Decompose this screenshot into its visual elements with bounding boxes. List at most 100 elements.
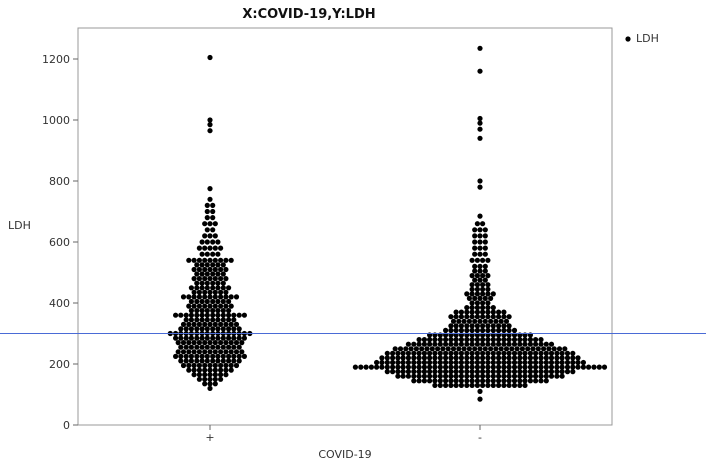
data-point <box>210 285 216 291</box>
data-point <box>474 378 480 384</box>
data-point <box>220 353 226 359</box>
data-point <box>226 344 232 350</box>
data-point <box>443 355 449 361</box>
data-point <box>543 378 549 384</box>
data-point <box>405 373 411 379</box>
data-point <box>490 291 496 297</box>
data-point <box>490 369 496 375</box>
data-point <box>488 346 494 352</box>
data-point <box>477 318 483 324</box>
data-point <box>527 341 534 347</box>
data-point <box>411 373 417 379</box>
data-point <box>514 346 520 352</box>
data-point <box>464 359 470 366</box>
data-point <box>427 337 433 343</box>
data-point <box>469 364 475 370</box>
data-point <box>527 359 534 366</box>
data-point <box>538 350 544 356</box>
data-point <box>496 341 502 347</box>
data-point <box>477 233 483 239</box>
data-point <box>411 364 417 370</box>
data-point <box>218 245 224 251</box>
data-point <box>480 364 486 370</box>
data-point <box>509 346 515 352</box>
data-point <box>199 358 205 364</box>
y-tick-label: 0 <box>63 419 70 432</box>
data-point <box>498 346 504 352</box>
data-point <box>437 355 443 361</box>
data-point <box>482 318 488 324</box>
data-point <box>405 350 411 356</box>
data-point <box>204 312 210 318</box>
data-point <box>204 335 210 341</box>
data-point <box>427 350 433 356</box>
data-point <box>199 285 205 291</box>
data-point <box>548 369 555 375</box>
data-point <box>490 337 496 343</box>
data-point <box>207 362 213 369</box>
data-point <box>202 221 208 227</box>
data-point <box>474 305 480 311</box>
data-point <box>210 215 216 221</box>
data-point <box>511 341 518 347</box>
data-point <box>421 359 427 366</box>
data-point <box>443 364 449 370</box>
data-point <box>215 326 221 332</box>
data-point <box>448 382 454 388</box>
data-point <box>215 312 221 318</box>
data-point <box>535 346 541 352</box>
y-axis-label: LDH <box>8 219 31 232</box>
data-point <box>517 373 523 379</box>
data-point <box>485 359 491 366</box>
data-point <box>530 346 536 352</box>
data-point <box>199 317 205 323</box>
data-point <box>390 359 396 366</box>
data-point <box>204 239 210 245</box>
data-point <box>241 353 247 359</box>
data-point <box>464 364 470 370</box>
data-point <box>220 326 226 332</box>
data-point <box>215 251 221 257</box>
data-point <box>485 378 491 384</box>
data-point <box>437 373 443 379</box>
data-point <box>477 120 483 126</box>
data-point <box>501 382 507 388</box>
data-point <box>374 359 380 366</box>
data-point <box>472 277 478 283</box>
data-point <box>215 262 221 268</box>
data-point <box>395 350 401 356</box>
data-point <box>548 359 555 366</box>
data-point <box>496 309 502 315</box>
data-point <box>421 373 427 379</box>
data-point <box>210 326 216 332</box>
data-point <box>506 341 512 347</box>
y-tick-label: 1000 <box>42 114 70 127</box>
data-point <box>485 291 491 297</box>
data-point <box>405 364 411 370</box>
data-point <box>199 344 205 350</box>
data-point <box>390 369 396 375</box>
data-point <box>390 350 396 356</box>
data-point <box>421 337 427 343</box>
data-point <box>204 317 210 323</box>
data-point <box>212 257 218 263</box>
data-point <box>199 262 205 268</box>
data-point <box>464 373 470 379</box>
data-point <box>199 353 205 359</box>
data-point <box>204 285 210 291</box>
data-point <box>533 369 539 375</box>
data-point <box>231 358 237 364</box>
data-point <box>178 312 184 318</box>
data-point <box>202 367 208 373</box>
data-point <box>215 298 221 305</box>
data-point <box>194 335 200 341</box>
data-point <box>202 303 208 309</box>
data-point <box>405 359 411 366</box>
data-point <box>204 262 210 268</box>
data-point <box>194 326 200 332</box>
data-point <box>424 346 430 352</box>
data-point <box>511 327 518 333</box>
data-point <box>207 54 213 61</box>
data-point <box>543 369 549 375</box>
data-point <box>533 341 539 347</box>
